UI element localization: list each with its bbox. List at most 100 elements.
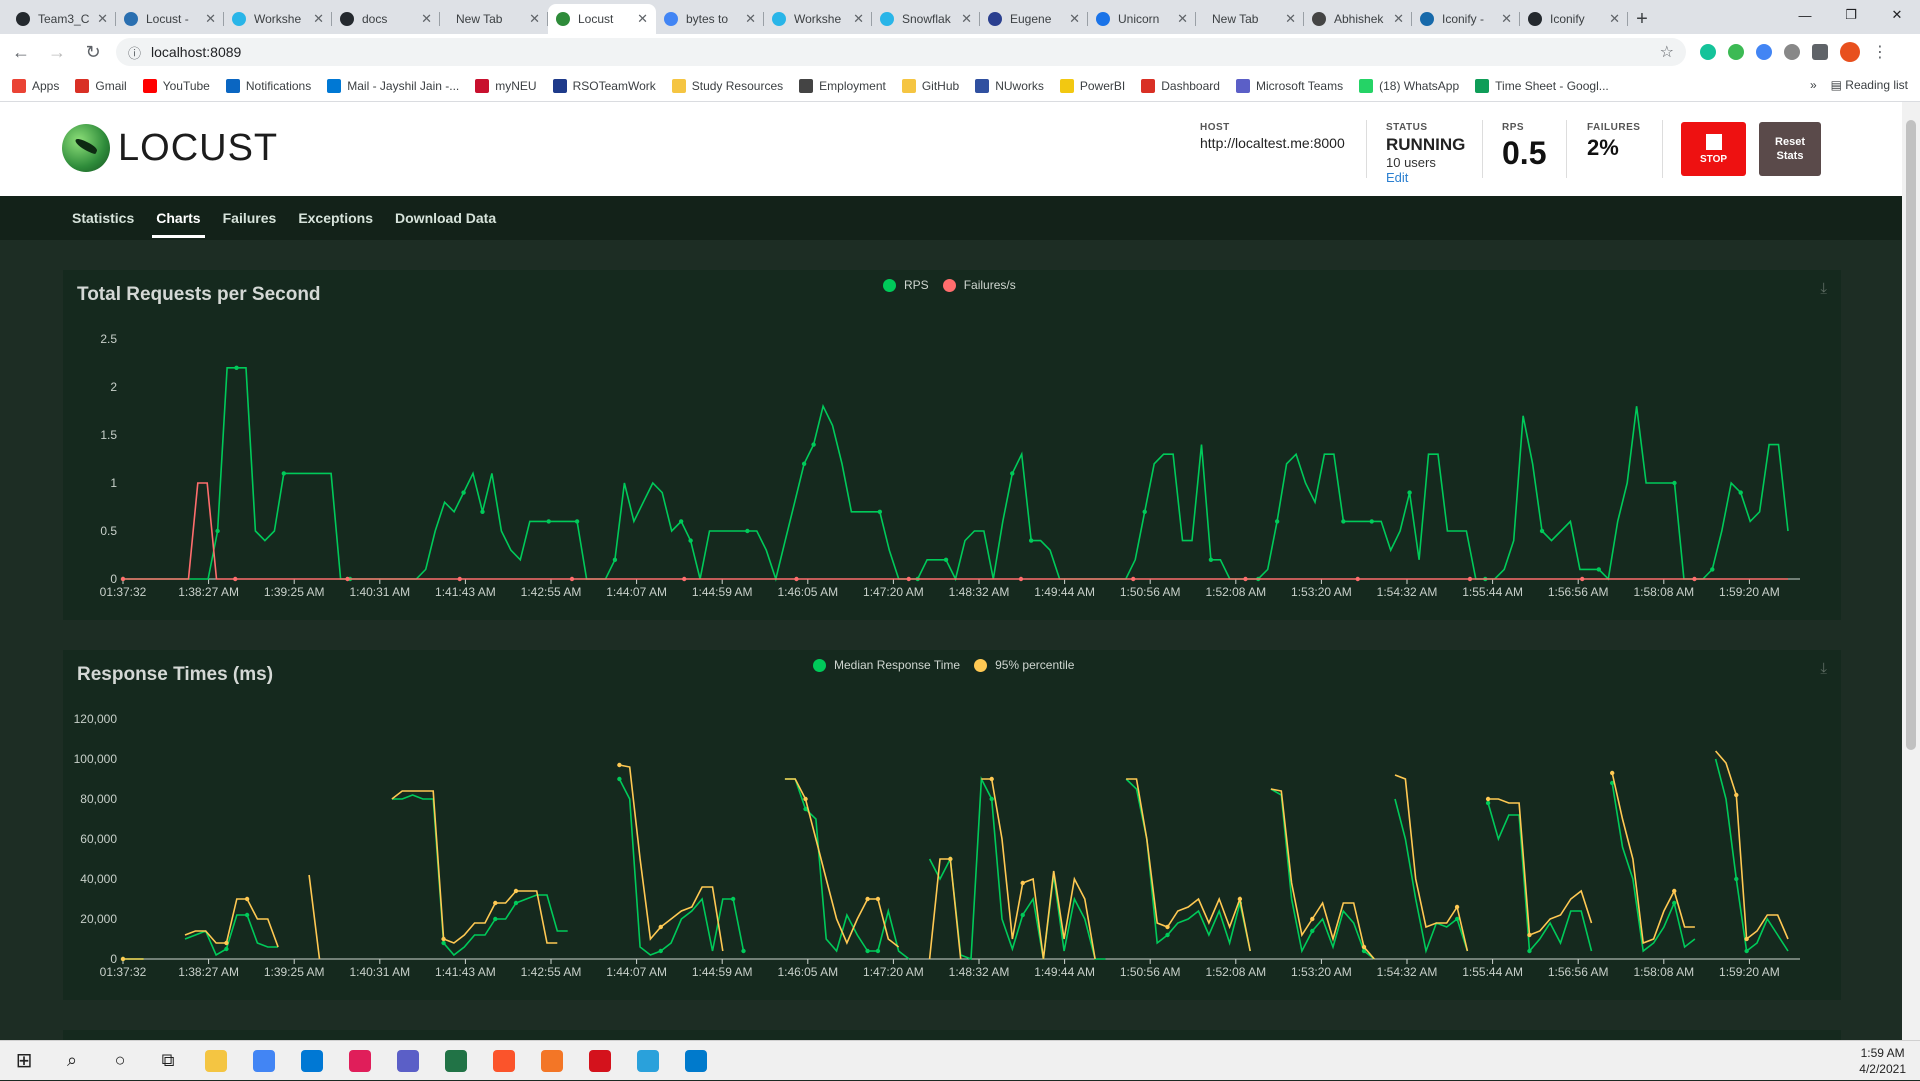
data-point[interactable] (1609, 780, 1615, 786)
bookmark-item[interactable]: Dashboard (1141, 78, 1220, 93)
data-point[interactable] (865, 948, 870, 954)
taskbar-app-icon[interactable] (480, 1041, 528, 1081)
data-point[interactable] (224, 946, 229, 952)
data-point[interactable] (1018, 576, 1024, 582)
menu-dots-icon[interactable]: ⋮ (1872, 44, 1888, 61)
data-point[interactable] (574, 519, 580, 524)
data-point[interactable] (617, 776, 622, 782)
tab-close-icon[interactable]: ✕ (313, 11, 324, 26)
close-window-icon[interactable]: ✕ (1891, 7, 1903, 22)
extension-icon[interactable] (1756, 44, 1772, 60)
bookmark-item[interactable]: Gmail (75, 78, 127, 93)
taskbar-app-icon[interactable] (672, 1041, 720, 1081)
tab-close-icon[interactable]: ✕ (529, 11, 540, 26)
data-point[interactable] (803, 806, 808, 812)
tab-close-icon[interactable]: ✕ (961, 11, 972, 26)
data-point[interactable] (281, 471, 287, 476)
data-point[interactable] (1020, 912, 1025, 918)
data-point[interactable] (906, 576, 911, 582)
tab-failures[interactable]: Failures (222, 210, 277, 226)
data-point[interactable] (1485, 800, 1491, 806)
taskbar-app-icon[interactable] (624, 1041, 672, 1081)
browser-tab[interactable]: Snowflak ✕ (872, 4, 980, 34)
tab-close-icon[interactable]: ✕ (1285, 11, 1296, 26)
minimize-icon[interactable]: — (1798, 7, 1812, 23)
data-point[interactable] (1165, 932, 1170, 938)
new-tab-button[interactable]: + (1636, 7, 1648, 30)
data-point[interactable] (224, 940, 229, 946)
taskbar-app-icon[interactable] (528, 1041, 576, 1081)
data-point[interactable] (120, 576, 126, 582)
data-point[interactable] (1609, 770, 1615, 776)
data-point[interactable] (745, 528, 750, 534)
browser-tab[interactable]: New Tab ✕ (440, 4, 548, 34)
data-point[interactable] (741, 948, 746, 954)
reading-list-button[interactable]: ▤ Reading list (1830, 78, 1908, 92)
data-point[interactable] (1467, 576, 1473, 582)
bookmark-item[interactable]: NUworks (975, 78, 1044, 93)
data-point[interactable] (1454, 916, 1460, 922)
data-point[interactable] (875, 948, 881, 954)
tab-statistics[interactable]: Statistics (72, 210, 135, 226)
data-point[interactable] (480, 509, 485, 514)
browser-tab[interactable]: docs ✕ (332, 4, 440, 34)
stop-button[interactable]: STOP (1681, 122, 1746, 176)
data-point[interactable] (1243, 576, 1248, 582)
data-point[interactable] (1131, 576, 1136, 582)
browser-tab[interactable]: Workshe ✕ (764, 4, 872, 34)
extension-icon[interactable] (1728, 44, 1744, 60)
data-point[interactable] (1454, 904, 1460, 910)
data-point[interactable] (1738, 490, 1743, 495)
tab-close-icon[interactable]: ✕ (637, 11, 648, 26)
bookmark-item[interactable]: GitHub (901, 78, 959, 93)
data-point[interactable] (345, 576, 350, 582)
scrollbar-thumb[interactable] (1906, 120, 1916, 750)
data-point[interactable] (801, 461, 807, 466)
system-clock[interactable]: 1:59 AM 4/2/2021 (1859, 1045, 1906, 1077)
data-point[interactable] (569, 576, 575, 582)
data-point[interactable] (682, 576, 687, 582)
data-point[interactable] (1341, 519, 1346, 524)
browser-tab[interactable]: Unicorn ✕ (1088, 4, 1196, 34)
browser-tab[interactable]: Workshe ✕ (224, 4, 332, 34)
data-point[interactable] (1692, 576, 1697, 582)
data-point[interactable] (244, 912, 250, 918)
bookmark-item[interactable]: myNEU (475, 78, 537, 93)
data-point[interactable] (865, 896, 870, 902)
taskbar-app-icon[interactable] (192, 1041, 240, 1081)
data-point[interactable] (1355, 576, 1360, 582)
data-point[interactable] (1407, 490, 1412, 495)
data-point[interactable] (546, 519, 551, 524)
tab-close-icon[interactable]: ✕ (421, 11, 432, 26)
data-point[interactable] (989, 776, 994, 782)
data-point[interactable] (1744, 948, 1749, 954)
data-point[interactable] (441, 940, 446, 946)
data-point[interactable] (1672, 888, 1677, 894)
bookmark-item[interactable]: Study Resources (671, 78, 783, 93)
data-point[interactable] (1020, 880, 1025, 886)
browser-tab[interactable]: New Tab ✕ (1196, 4, 1304, 34)
bookmark-item[interactable]: RSOTeamWork (552, 78, 656, 93)
data-point[interactable] (678, 519, 684, 524)
data-point[interactable] (943, 557, 949, 562)
tab-close-icon[interactable]: ✕ (205, 11, 216, 26)
data-point[interactable] (1165, 924, 1170, 930)
extension-icon[interactable] (1784, 44, 1800, 60)
taskbar-app-icon[interactable] (384, 1041, 432, 1081)
data-point[interactable] (1527, 932, 1532, 938)
browser-tab[interactable]: Abhishek ✕ (1304, 4, 1412, 34)
data-point[interactable] (794, 576, 799, 582)
reset-stats-button[interactable]: Reset Stats (1759, 122, 1821, 176)
task-view-icon[interactable]: ⧉ (161, 1050, 175, 1070)
data-point[interactable] (658, 924, 663, 930)
browser-tab[interactable]: Team3_C ✕ (8, 4, 116, 34)
avatar[interactable] (1840, 42, 1860, 62)
data-point[interactable] (234, 365, 239, 370)
data-point[interactable] (617, 762, 622, 768)
data-point[interactable] (1310, 916, 1315, 922)
data-point[interactable] (730, 896, 736, 902)
data-point[interactable] (1369, 519, 1374, 524)
data-point[interactable] (1580, 576, 1585, 582)
data-point[interactable] (877, 509, 883, 514)
data-point[interactable] (1361, 944, 1367, 950)
